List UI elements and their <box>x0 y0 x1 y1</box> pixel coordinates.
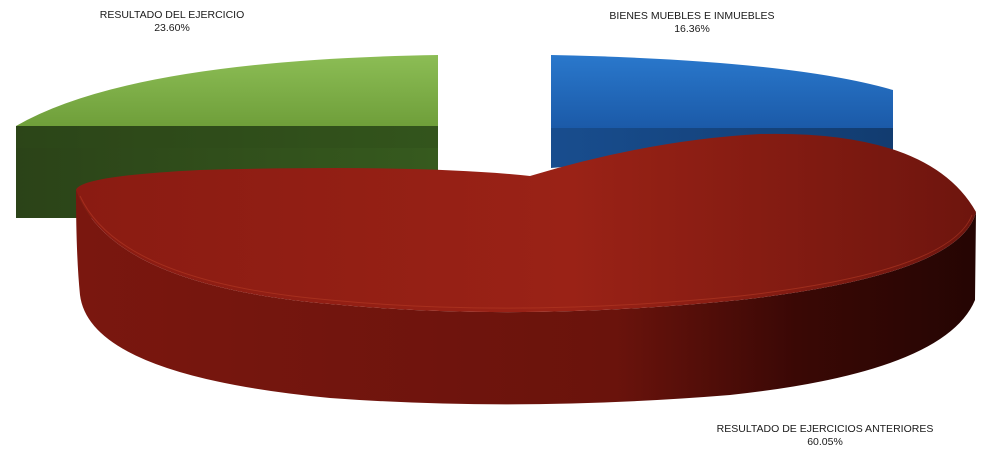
slice-label-resultado-ejercicios-anteriores-name: RESULTADO DE EJERCICIOS ANTERIORES <box>716 423 934 435</box>
pie-slice-resultado-ejercicios-anteriores-side <box>76 190 976 405</box>
pie-slice-resultado-del-ejercicio-front <box>16 126 438 148</box>
slice-label-resultado-ejercicios-anteriores-percent: 60.05% <box>807 436 843 448</box>
slice-label-resultado-del-ejercicio: RESULTADO DEL EJERCICIO 23.60% <box>62 9 282 35</box>
pie-slice-resultado-ejercicios-anteriores <box>76 133 976 405</box>
slice-label-resultado-ejercicios-anteriores: RESULTADO DE EJERCICIOS ANTERIORES 60.05… <box>680 423 970 449</box>
slice-label-bienes-muebles-percent: 16.36% <box>674 23 710 35</box>
slice-label-resultado-del-ejercicio-name: RESULTADO DEL EJERCICIO <box>99 9 245 21</box>
pie-slice-bienes-muebles-top <box>551 55 893 128</box>
slice-label-bienes-muebles-name: BIENES MUEBLES E INMUEBLES <box>609 10 775 22</box>
pie-slice-resultado-del-ejercicio-top <box>16 55 438 126</box>
slice-label-bienes-muebles: BIENES MUEBLES E INMUEBLES 16.36% <box>577 10 807 36</box>
pie-slice-resultado-ejercicios-anteriores-top <box>76 133 976 313</box>
slice-label-resultado-del-ejercicio-percent: 23.60% <box>154 22 190 34</box>
